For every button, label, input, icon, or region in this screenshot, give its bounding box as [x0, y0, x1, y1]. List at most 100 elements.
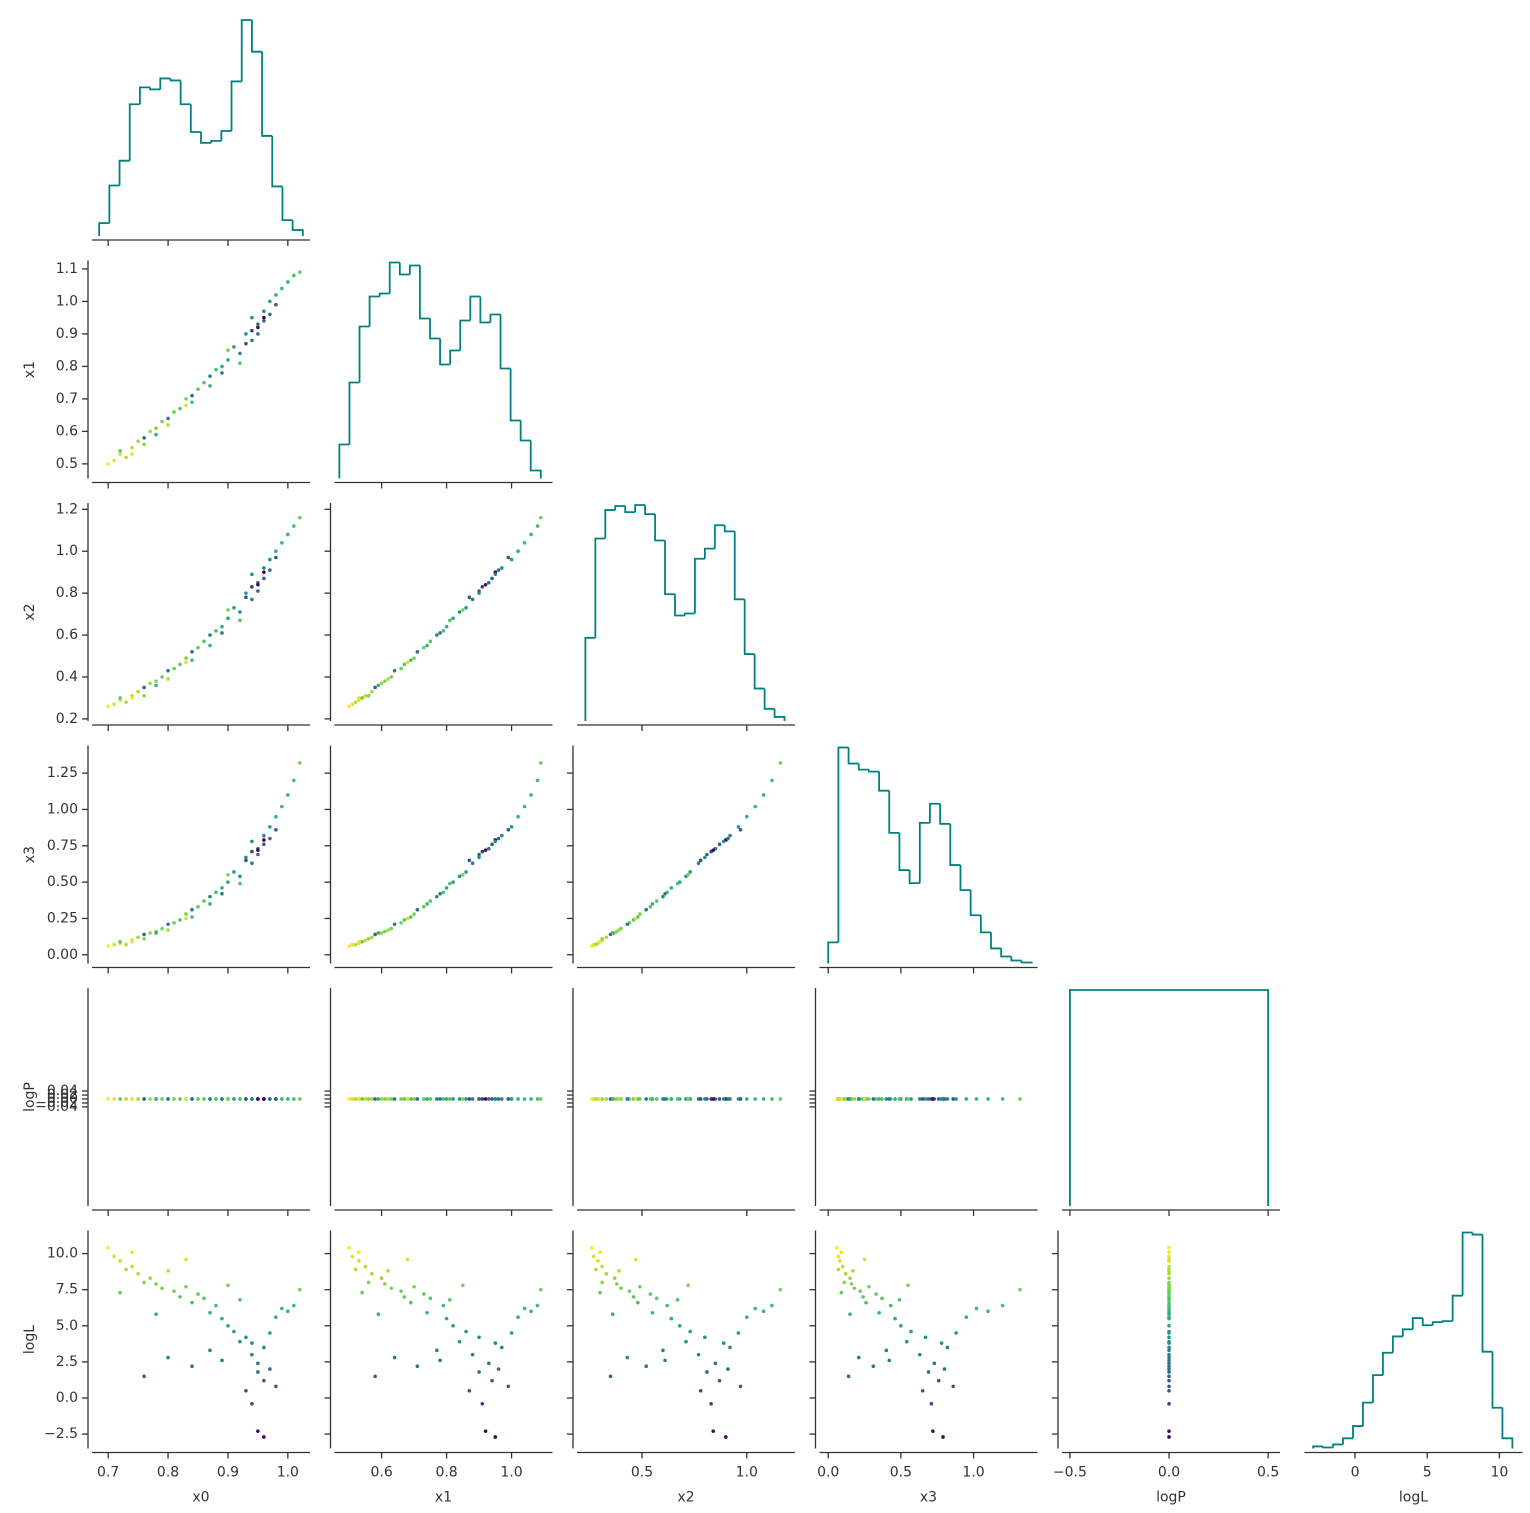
histogram-step — [108, 184, 120, 224]
scatter-point — [862, 1257, 867, 1262]
scatter-point — [226, 608, 230, 612]
histogram-step — [1501, 1407, 1514, 1449]
scatter-point — [493, 1435, 498, 1439]
histogram-step — [281, 186, 293, 222]
scatter-point — [610, 1312, 615, 1317]
scatter-point — [435, 1348, 439, 1353]
scatter-point — [464, 1329, 468, 1334]
scatter-point — [256, 589, 260, 593]
scatter-point — [711, 1097, 716, 1101]
scatter-point — [1167, 1272, 1171, 1276]
scatter-point — [867, 1285, 871, 1289]
scatter-point — [490, 842, 494, 847]
histogram-step — [969, 890, 981, 917]
scatter-point — [220, 1316, 224, 1321]
scatter-point — [220, 364, 224, 369]
scatter-point — [379, 681, 384, 686]
scatter-point — [848, 1097, 852, 1101]
scatter-point — [535, 778, 540, 783]
scatter-point — [118, 939, 122, 944]
scatter-point — [1167, 1303, 1171, 1308]
scatter-point — [262, 576, 266, 581]
scatter-point — [357, 939, 361, 944]
scatter-point — [178, 1295, 182, 1299]
scatter-point — [778, 761, 783, 765]
scatter-point — [1167, 1352, 1171, 1357]
histogram-step — [489, 313, 501, 323]
scatter-point — [516, 1097, 520, 1101]
scatter-point — [744, 1097, 749, 1101]
scatter-point — [238, 618, 242, 623]
scatter-point — [920, 1097, 925, 1101]
histogram-step — [529, 440, 542, 479]
scatter-point — [625, 1097, 630, 1101]
scatter-point — [438, 891, 442, 896]
y-tick-label: 0.2 — [56, 711, 78, 727]
scatter-point — [124, 942, 128, 947]
scatter-point — [399, 1289, 403, 1293]
scatter-point — [274, 555, 278, 560]
histogram-step — [1401, 1328, 1413, 1337]
histogram-step — [703, 547, 715, 559]
scatter-point — [500, 1345, 504, 1350]
scatter-point — [232, 606, 236, 610]
scatter-point — [705, 852, 709, 857]
scatter-point — [422, 645, 426, 650]
scatter-point — [366, 936, 371, 941]
scatter-point — [654, 899, 659, 903]
x-tick-label: 0.9 — [217, 1465, 239, 1481]
scatter-point — [244, 332, 248, 336]
scatter-point — [744, 814, 749, 819]
scatter-point — [594, 1097, 598, 1101]
scatter-point — [280, 1097, 284, 1101]
scatter-point — [625, 1355, 630, 1360]
scatter-point — [633, 1097, 638, 1101]
histogram-step — [1431, 1321, 1443, 1326]
scatter-point — [441, 1303, 446, 1308]
histogram-step — [684, 612, 695, 616]
scatter-point — [392, 1355, 397, 1360]
scatter-point — [366, 1280, 371, 1285]
scatter-point — [386, 677, 390, 681]
scatter-point — [675, 1097, 680, 1101]
scatter-point — [448, 881, 452, 886]
scatter-point — [1167, 1283, 1171, 1288]
scatter-point — [226, 1097, 230, 1101]
scatter-point — [184, 660, 188, 665]
scatter-point — [477, 1370, 481, 1374]
scatter-point — [256, 848, 260, 852]
x-axis-label: logP — [1156, 1490, 1186, 1506]
scatter-point — [373, 932, 377, 937]
scatter-point — [986, 1097, 990, 1101]
scatter-point — [477, 1335, 481, 1340]
scatter-point — [298, 761, 302, 765]
histogram-step — [378, 292, 390, 297]
scatter-point — [1167, 1287, 1171, 1292]
scatter-point — [842, 1280, 847, 1285]
scatter-point — [871, 1097, 876, 1101]
scatter-point — [451, 880, 455, 884]
scatter-point — [142, 1374, 146, 1379]
histogram-step — [139, 86, 151, 105]
scatter-point — [635, 1300, 640, 1305]
scatter-point — [178, 406, 182, 411]
scatter-point — [274, 1315, 278, 1319]
histogram-step — [1010, 956, 1022, 962]
scatter-point — [480, 1097, 485, 1101]
scatter-point — [409, 1097, 413, 1101]
scatter-point — [196, 645, 200, 650]
histogram-step — [338, 443, 350, 479]
scatter-point — [357, 1259, 361, 1263]
y-tick-label: 0.0 — [56, 1390, 78, 1406]
scatter-point — [286, 280, 290, 284]
scatter-point — [686, 1283, 690, 1288]
scatter-point — [500, 1097, 504, 1101]
scatter-point — [373, 1374, 377, 1379]
scatter-point — [347, 1246, 351, 1250]
histogram-step — [388, 261, 400, 294]
scatter-point — [373, 1097, 377, 1101]
scatter-point — [778, 1287, 783, 1292]
x-axis-label: x0 — [192, 1490, 209, 1506]
histogram-step — [827, 941, 839, 964]
